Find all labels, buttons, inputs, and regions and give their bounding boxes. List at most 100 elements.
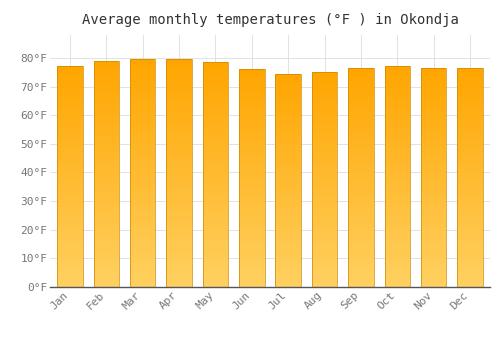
- Bar: [239, 228, 264, 230]
- Bar: [202, 139, 228, 141]
- Bar: [312, 171, 338, 173]
- Bar: [348, 182, 374, 184]
- Bar: [166, 170, 192, 173]
- Bar: [202, 280, 228, 282]
- Bar: [312, 89, 338, 91]
- Bar: [384, 110, 410, 112]
- Bar: [130, 120, 156, 122]
- Bar: [384, 150, 410, 152]
- Bar: [94, 235, 119, 237]
- Bar: [202, 182, 228, 184]
- Bar: [94, 278, 119, 280]
- Bar: [202, 121, 228, 123]
- Bar: [384, 225, 410, 227]
- Bar: [348, 226, 374, 228]
- Bar: [384, 285, 410, 287]
- Bar: [239, 169, 264, 172]
- Bar: [130, 218, 156, 221]
- Bar: [276, 257, 301, 259]
- Bar: [58, 198, 82, 201]
- Bar: [94, 122, 119, 125]
- Bar: [94, 201, 119, 203]
- Bar: [384, 236, 410, 238]
- Bar: [421, 169, 446, 171]
- Bar: [458, 162, 482, 164]
- Bar: [348, 221, 374, 223]
- Bar: [348, 99, 374, 101]
- Bar: [312, 261, 338, 263]
- Bar: [421, 177, 446, 180]
- Bar: [458, 230, 482, 232]
- Bar: [239, 257, 264, 259]
- Bar: [458, 241, 482, 243]
- Bar: [94, 219, 119, 222]
- Bar: [276, 215, 301, 217]
- Bar: [348, 75, 374, 77]
- Bar: [58, 146, 82, 148]
- Bar: [166, 194, 192, 196]
- Bar: [276, 268, 301, 270]
- Bar: [312, 100, 338, 102]
- Bar: [276, 170, 301, 172]
- Bar: [202, 199, 228, 202]
- Bar: [130, 230, 156, 232]
- Bar: [202, 152, 228, 155]
- Bar: [276, 276, 301, 279]
- Bar: [202, 157, 228, 159]
- Bar: [458, 133, 482, 136]
- Bar: [130, 116, 156, 118]
- Bar: [421, 96, 446, 98]
- Bar: [276, 202, 301, 204]
- Bar: [348, 77, 374, 79]
- Bar: [348, 215, 374, 217]
- Bar: [58, 245, 82, 247]
- Bar: [58, 210, 82, 212]
- Bar: [312, 154, 338, 156]
- Bar: [58, 143, 82, 146]
- Bar: [312, 278, 338, 281]
- Bar: [348, 145, 374, 147]
- Bar: [130, 130, 156, 132]
- Bar: [384, 250, 410, 252]
- Bar: [58, 280, 82, 282]
- Bar: [58, 150, 82, 152]
- Bar: [94, 203, 119, 206]
- Bar: [312, 199, 338, 201]
- Bar: [58, 276, 82, 278]
- Bar: [166, 278, 192, 280]
- Bar: [458, 204, 482, 206]
- Bar: [130, 170, 156, 173]
- Bar: [94, 231, 119, 233]
- Bar: [239, 74, 264, 76]
- Bar: [312, 76, 338, 78]
- Bar: [421, 274, 446, 276]
- Bar: [276, 234, 301, 236]
- Bar: [130, 234, 156, 237]
- Bar: [421, 228, 446, 230]
- Bar: [458, 169, 482, 171]
- Bar: [384, 130, 410, 132]
- Bar: [58, 132, 82, 134]
- Bar: [458, 70, 482, 72]
- Bar: [202, 90, 228, 92]
- Bar: [166, 234, 192, 237]
- Bar: [384, 139, 410, 141]
- Bar: [94, 97, 119, 100]
- Bar: [166, 196, 192, 198]
- Bar: [348, 239, 374, 241]
- Bar: [239, 209, 264, 211]
- Bar: [130, 63, 156, 65]
- Bar: [130, 221, 156, 223]
- Bar: [348, 234, 374, 237]
- Bar: [58, 114, 82, 117]
- Bar: [202, 155, 228, 157]
- Bar: [458, 272, 482, 274]
- Bar: [384, 90, 410, 92]
- Bar: [202, 173, 228, 175]
- Bar: [421, 145, 446, 147]
- Bar: [94, 228, 119, 231]
- Bar: [166, 228, 192, 230]
- Bar: [58, 178, 82, 181]
- Bar: [94, 91, 119, 93]
- Bar: [239, 89, 264, 91]
